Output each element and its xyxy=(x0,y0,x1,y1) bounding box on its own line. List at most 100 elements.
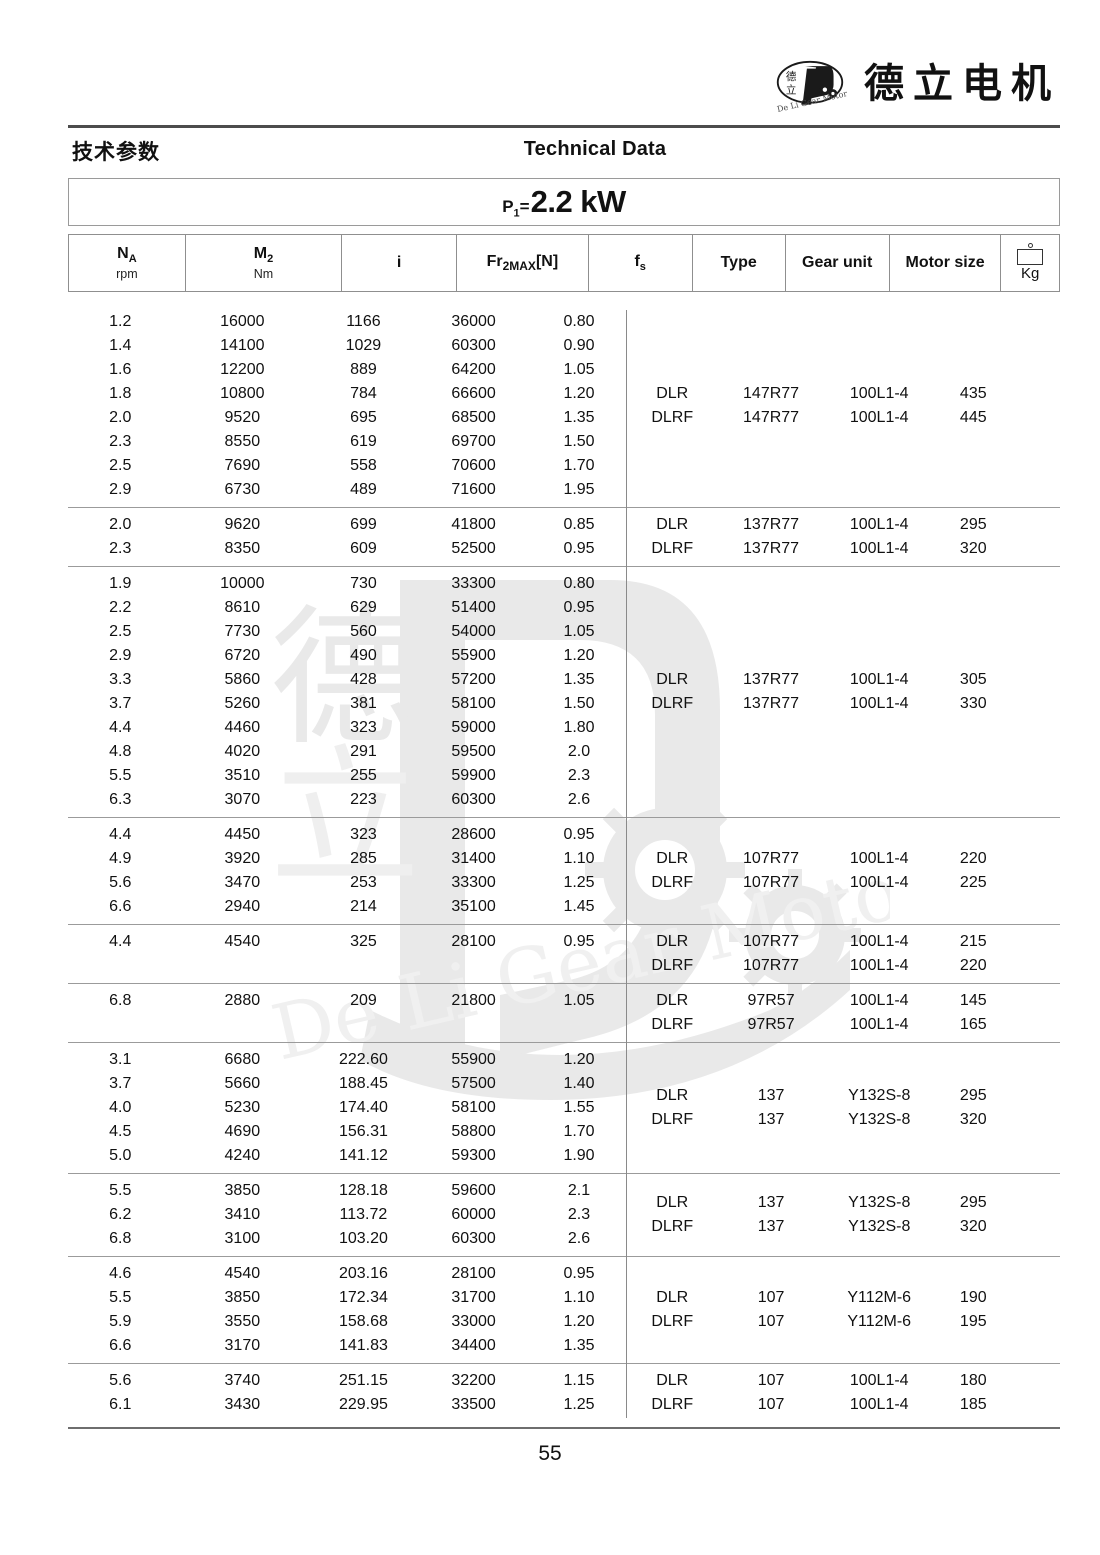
cell-motor: Y132S-8 xyxy=(848,1194,911,1211)
cell-type: DLR xyxy=(656,1194,689,1211)
cell-fs: 0.95 xyxy=(563,933,595,950)
cell-gear: 107R77 xyxy=(743,850,800,867)
cell-fs: 1.05 xyxy=(563,992,595,1009)
section-title-cn: 技术参数 xyxy=(72,140,160,164)
cell-m2: 3410 xyxy=(224,1206,261,1223)
cell-fs: 0.90 xyxy=(563,337,595,354)
cell-fr: 33500 xyxy=(451,1396,496,1413)
cell-fs: 1.55 xyxy=(563,1099,595,1116)
cell-fs: 1.70 xyxy=(563,457,595,474)
cell-fr: 28100 xyxy=(451,933,496,950)
cell-m2: 6680 xyxy=(224,1051,261,1068)
cell-i: 223 xyxy=(350,791,377,808)
cell-fr: 66600 xyxy=(451,385,496,402)
cell-gear: 137 xyxy=(757,1194,785,1211)
cell-fs: 0.95 xyxy=(563,826,595,843)
section-title-row: 技术参数 Technical Data xyxy=(68,136,1060,174)
cell-kg: 295 xyxy=(959,1087,987,1104)
variant-list: DLR 147R77 100L1-4 435 DLRF 147R77 100L1-4 445 xyxy=(626,382,1060,430)
cell-kg: 165 xyxy=(959,1016,987,1033)
cell-fr: 54000 xyxy=(451,623,496,640)
cell-fr: 59000 xyxy=(451,719,496,736)
variant-row: DLR 97R57 100L1-4 145 xyxy=(626,989,1060,1013)
variant-row: DLR 137R77 100L1-4 305 xyxy=(626,668,1060,692)
table-row: 1.8 10800 784 66600 1.20 xyxy=(68,382,626,406)
cell-fr: 52500 xyxy=(451,540,496,557)
cell-gear: 147R77 xyxy=(743,385,800,402)
data-block: 6.8 2880 209 21800 1.05 DLR 97R57 100L1-4 145 DLR… xyxy=(68,984,1060,1043)
cell-m2: 5660 xyxy=(224,1075,261,1092)
cell-m2: 4540 xyxy=(224,933,261,950)
block-left-columns: 5.5 3850 128.18 59600 2.1 6.2 3410 113.72 60000 2… xyxy=(68,1179,626,1251)
cell-fs: 0.95 xyxy=(563,599,595,616)
cell-gear: 137 xyxy=(757,1218,785,1235)
header-divider xyxy=(68,125,1060,128)
variant-row: DLRF 137 Y132S-8 320 xyxy=(626,1108,1060,1132)
cell-i: 490 xyxy=(350,647,377,664)
cell-gear: 107 xyxy=(757,1372,785,1389)
cell-m2: 4540 xyxy=(224,1265,261,1282)
cell-i: 489 xyxy=(350,481,377,498)
cell-fs: 0.95 xyxy=(563,1265,595,1282)
cell-gear: 137 xyxy=(757,1111,785,1128)
cell-motor: 100L1-4 xyxy=(849,1016,909,1033)
cell-fs: 1.10 xyxy=(563,850,595,867)
cell-fs: 1.95 xyxy=(563,481,595,498)
cell-i: 784 xyxy=(350,385,377,402)
cell-m2: 9620 xyxy=(224,516,261,533)
table-row: 4.4 4540 325 28100 0.95 xyxy=(68,930,626,954)
cell-type: DLRF xyxy=(651,1313,694,1330)
cell-fr: 70600 xyxy=(451,457,496,474)
cell-i: 141.83 xyxy=(338,1337,388,1354)
svg-text:立: 立 xyxy=(786,83,797,96)
cell-na: 2.3 xyxy=(109,433,132,450)
block-right-columns: DLR 137 Y132S-8 295 DLRF 137 Y132S-8 320 xyxy=(626,1084,1060,1132)
cell-kg: 145 xyxy=(959,992,987,1009)
cell-gear: 137R77 xyxy=(743,516,800,533)
cell-fr: 69700 xyxy=(451,433,496,450)
variant-row: DLR 107 Y112M-6 190 xyxy=(626,1286,1060,1310)
cell-m2: 8610 xyxy=(224,599,261,616)
cell-m2: 6730 xyxy=(224,481,261,498)
table-row: 2.5 7690 558 70600 1.70 xyxy=(68,454,626,478)
cell-na: 1.9 xyxy=(109,575,132,592)
cell-m2: 3740 xyxy=(224,1372,261,1389)
table-row: 6.6 2940 214 35100 1.45 xyxy=(68,895,626,919)
block-left-columns: 4.4 4540 325 28100 0.95 xyxy=(68,930,626,978)
cell-fs: 1.50 xyxy=(563,695,595,712)
cell-na: 4.0 xyxy=(109,1099,132,1116)
cell-m2: 3510 xyxy=(224,767,261,784)
cell-gear: 107 xyxy=(757,1289,785,1306)
cell-na: 6.3 xyxy=(109,791,132,808)
cell-gear: 107 xyxy=(757,1396,785,1413)
cell-m2: 5260 xyxy=(224,695,261,712)
cell-fs: 1.20 xyxy=(563,647,595,664)
table-row: 1.6 12200 889 64200 1.05 xyxy=(68,358,626,382)
weight-icon-body xyxy=(1017,249,1044,266)
block-right-columns: DLR 137 Y132S-8 295 DLRF 137 Y132S-8 320 xyxy=(626,1191,1060,1239)
table-row: 3.7 5260 381 58100 1.50 xyxy=(68,692,626,716)
cell-na: 4.9 xyxy=(109,850,132,867)
cell-na: 2.3 xyxy=(109,540,132,557)
cell-fr: 71600 xyxy=(451,481,496,498)
table-row: 2.0 9520 695 68500 1.35 xyxy=(68,406,626,430)
cell-na: 3.7 xyxy=(109,1075,132,1092)
cell-fr: 59500 xyxy=(451,743,496,760)
cell-gear: 137R77 xyxy=(743,671,800,688)
cell-kg: 320 xyxy=(959,1111,987,1128)
column-unit-na: rpm xyxy=(116,266,138,281)
cell-na: 6.2 xyxy=(109,1206,132,1223)
cell-type: DLR xyxy=(656,933,689,950)
cell-m2: 3850 xyxy=(224,1182,261,1199)
cell-fr: 21800 xyxy=(451,992,496,1009)
footer-divider xyxy=(68,1427,1060,1429)
section-title-en: Technical Data xyxy=(523,138,667,160)
cell-kg: 330 xyxy=(959,695,987,712)
table-row: 2.0 9620 699 41800 0.85 xyxy=(68,513,626,537)
cell-i: 251.15 xyxy=(338,1372,388,1389)
table-row: 6.6 3170 141.83 34400 1.35 xyxy=(68,1334,626,1358)
cell-m2: 4020 xyxy=(224,743,261,760)
cell-fr: 28100 xyxy=(451,1265,496,1282)
table-row: 6.2 3410 113.72 60000 2.3 xyxy=(68,1203,626,1227)
cell-na: 5.5 xyxy=(109,767,132,784)
